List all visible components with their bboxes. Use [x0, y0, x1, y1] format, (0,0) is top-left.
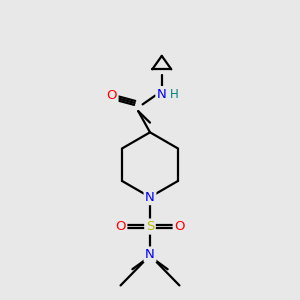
Text: O: O: [115, 220, 126, 233]
Text: O: O: [174, 220, 185, 233]
Text: S: S: [146, 220, 154, 233]
Text: N: N: [145, 190, 155, 204]
Text: N: N: [157, 88, 167, 100]
Text: O: O: [106, 89, 117, 102]
Text: N: N: [145, 248, 155, 261]
Text: H: H: [170, 88, 178, 100]
